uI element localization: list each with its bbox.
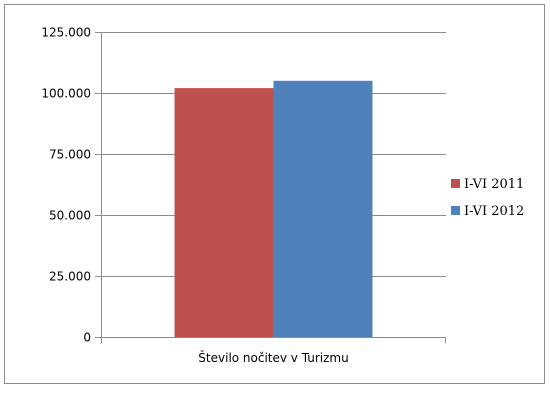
legend-swatch [451,206,460,215]
legend: I-VI 2011 I-VI 2012 [451,177,524,219]
y-tick-label: 100.000 [41,87,91,101]
x-axis: Število nočitev v Turizmu [101,337,446,365]
y-tick-label: 75.000 [49,148,91,162]
chart-area: 0 25.000 50.000 75.000 100.000 125.000 Števil… [4,4,545,384]
bar-i-vi-2012 [273,80,373,338]
legend-label: I-VI 2012 [464,204,524,219]
bar-chart: 0 25.000 50.000 75.000 100.000 125.000 Števil… [41,26,524,366]
y-axis: 0 25.000 50.000 75.000 100.000 125.000 [41,26,102,345]
y-tick-label: 0 [83,331,91,345]
y-tick-label: 125.000 [41,26,91,40]
bars [174,80,373,338]
bar-i-vi-2011 [174,88,274,338]
y-tick-label: 25.000 [49,270,91,284]
legend-swatch [451,179,460,188]
legend-label: I-VI 2011 [464,177,524,192]
y-tick-label: 50.000 [49,209,91,223]
x-category-label: Število nočitev v Turizmu [198,350,348,365]
